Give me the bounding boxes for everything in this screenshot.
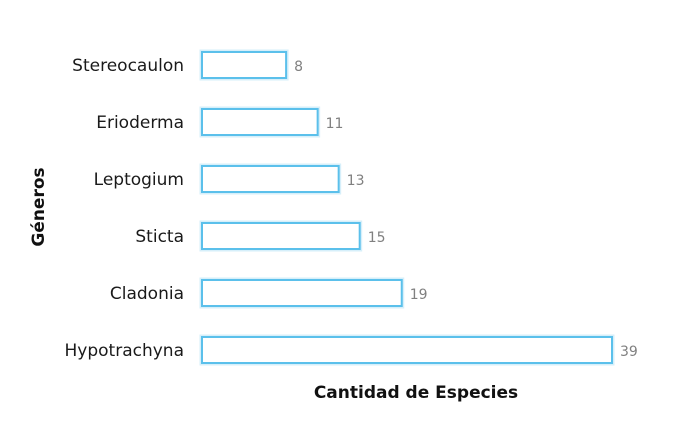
value-label-hypotrachyna: 39 xyxy=(620,344,638,360)
category-label-hypotrachyna: Hypotrachyna xyxy=(65,341,184,361)
bar-stereocaulon xyxy=(201,51,288,79)
value-label-sticta: 15 xyxy=(368,230,386,246)
category-labels: Stereocaulon Erioderma Leptogium Sticta Clad… xyxy=(65,56,184,361)
category-label-erioderma: Erioderma xyxy=(96,113,184,133)
y-axis-title: Géneros xyxy=(29,167,49,246)
x-axis-title: Cantidad de Especies xyxy=(314,383,518,403)
bars-group xyxy=(199,49,615,366)
category-label-stereocaulon: Stereocaulon xyxy=(72,56,184,76)
bar-cladonia xyxy=(201,279,403,307)
value-labels: 8 11 13 15 19 39 xyxy=(294,59,638,360)
bar-leptogium xyxy=(201,165,340,193)
value-label-cladonia: 19 xyxy=(410,287,428,303)
bar-sticta xyxy=(201,222,361,250)
bar-erioderma xyxy=(201,108,319,136)
category-label-cladonia: Cladonia xyxy=(110,284,184,304)
value-label-stereocaulon: 8 xyxy=(294,59,303,75)
bar-hypotrachyna xyxy=(201,336,613,364)
value-label-leptogium: 13 xyxy=(347,173,365,189)
category-label-leptogium: Leptogium xyxy=(94,170,184,190)
category-label-sticta: Sticta xyxy=(135,227,184,247)
value-label-erioderma: 11 xyxy=(326,116,344,132)
